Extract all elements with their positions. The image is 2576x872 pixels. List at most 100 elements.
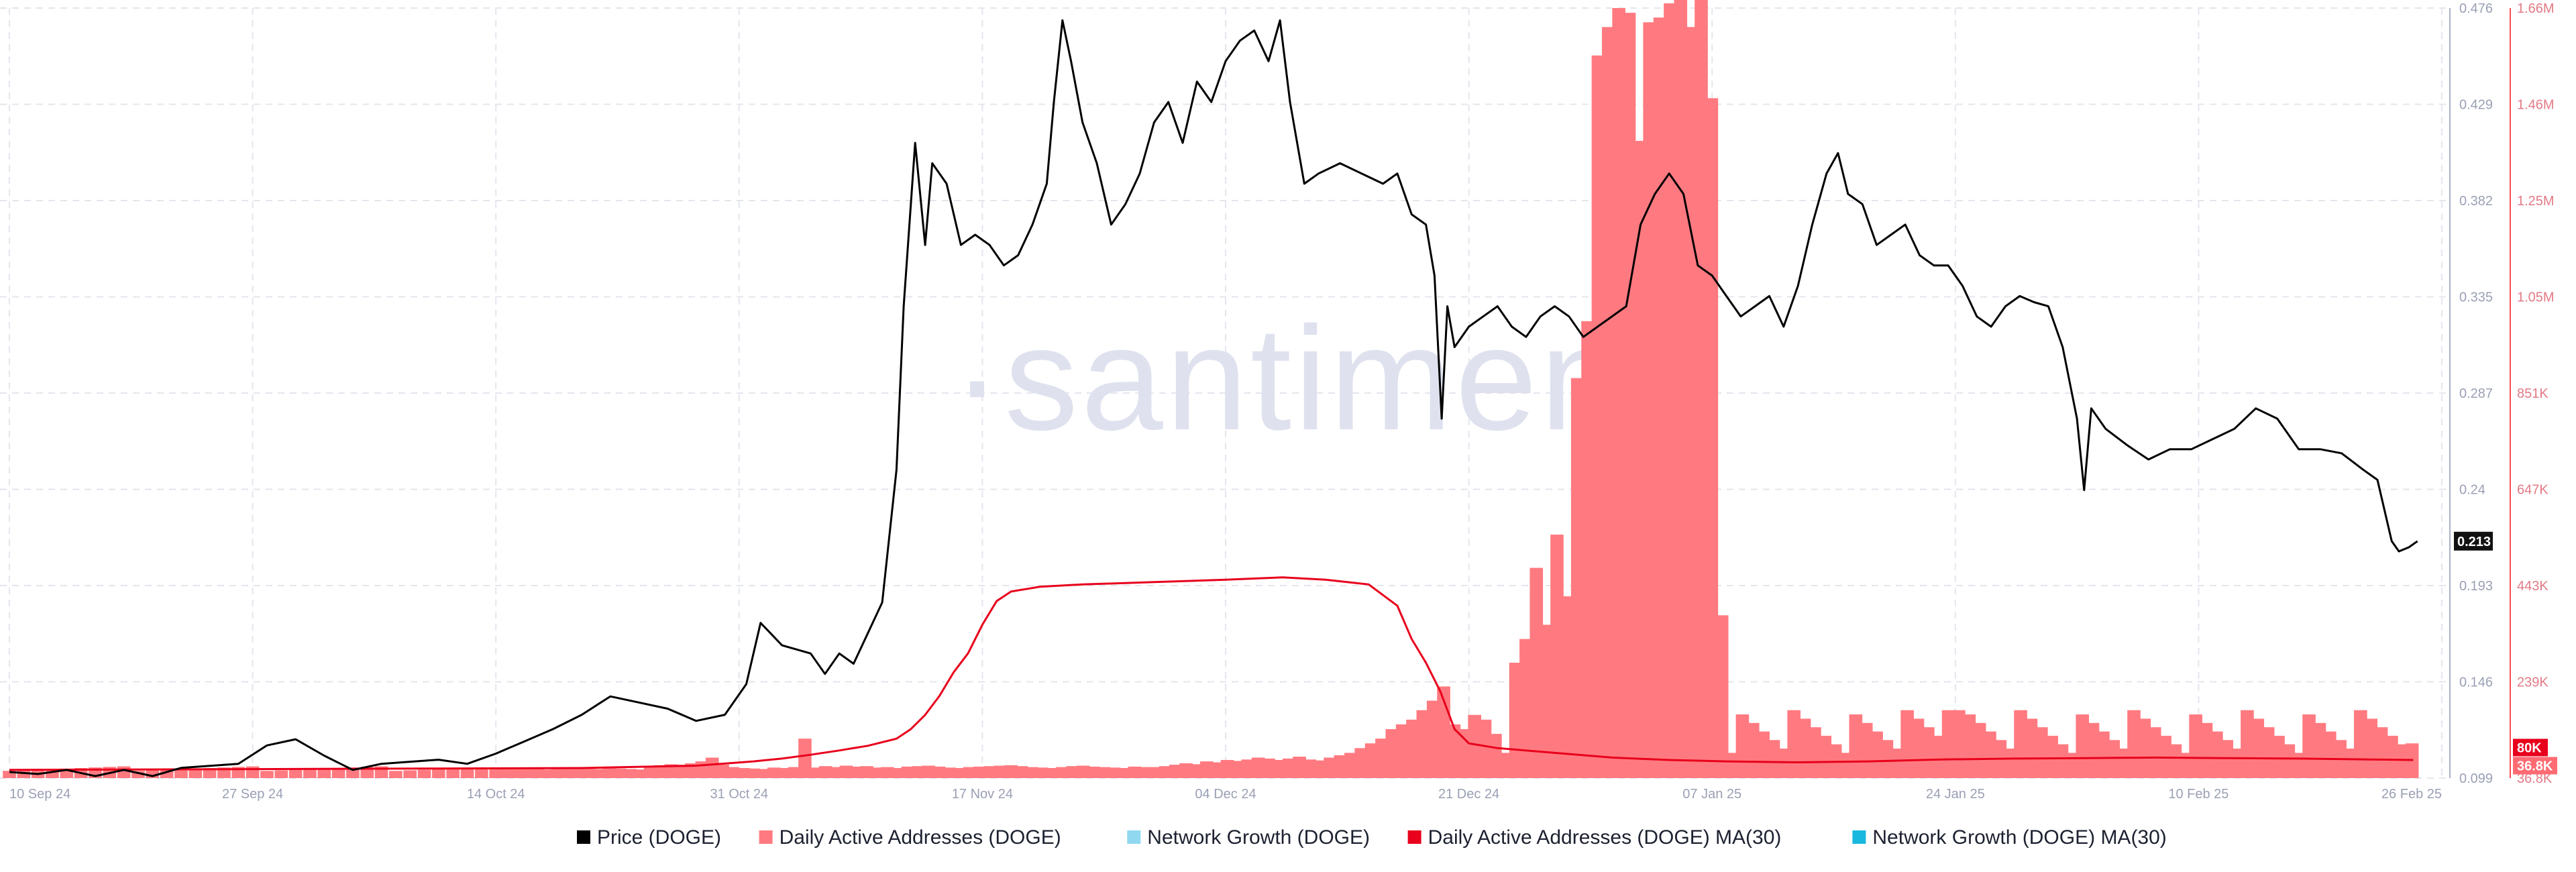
daa-bar (654, 765, 667, 778)
daa-bar (983, 766, 998, 778)
daa-bar (1056, 767, 1069, 778)
daa-bar (2364, 718, 2378, 778)
daa-tick-label: 1.25M (2517, 194, 2555, 209)
axis-badges: 0.213 80K 36.8K (2454, 531, 2557, 775)
daa-bar (1870, 731, 1883, 778)
daa-bar (1808, 727, 1821, 778)
x-tick-label: 10 Sep 24 (9, 787, 70, 802)
daa-bar (2241, 710, 2254, 778)
daa-bar (582, 768, 596, 778)
daa-bar (1087, 766, 1100, 778)
daa-tick-label: 647K (2517, 483, 2548, 498)
legend-label: Daily Active Addresses (DOGE) MA(30) (1428, 826, 1782, 849)
daa-bar (1406, 719, 1419, 778)
daa-bar (1478, 719, 1492, 778)
daa-bar (1066, 766, 1080, 778)
daa-bar (1818, 735, 1832, 778)
daa-bar (757, 769, 771, 778)
daa-bar (1540, 624, 1554, 778)
daa-bar (117, 766, 131, 778)
daa-bar (818, 766, 833, 778)
x-axis-ticks: 10 Sep 24 27 Sep 24 14 Oct 24 31 Oct 24 17 N… (9, 787, 2442, 802)
daa-bar (2055, 744, 2069, 778)
daa-bar (331, 768, 345, 778)
daa-bar (1581, 321, 1595, 778)
legend-swatch (1127, 830, 1141, 844)
daa-bar (767, 767, 781, 778)
daa-bar (788, 767, 802, 778)
price-line (9, 19, 2418, 777)
daa-bar (510, 768, 523, 778)
daa-bar (1859, 722, 1873, 778)
daa-value-label: 36.8K (2517, 759, 2553, 773)
last-price-badge (2454, 531, 2493, 551)
daa-bar (1354, 748, 1368, 778)
daa-bar (417, 769, 431, 778)
daa-bar (1159, 766, 1173, 778)
ma-value-badge (2513, 739, 2548, 757)
daa-bar (1489, 734, 1502, 778)
daa-bar (726, 767, 740, 778)
daa-bar (860, 766, 873, 778)
x-tick-label: 26 Feb 25 (2381, 787, 2442, 802)
daa-bar (2014, 710, 2027, 778)
daa-bar (1241, 759, 1255, 778)
x-tick-label: 14 Oct 24 (467, 787, 525, 802)
daa-bar (432, 769, 445, 778)
daa-bar (1179, 763, 1193, 778)
daa-bar (1931, 735, 1945, 778)
daa-bar (963, 767, 977, 778)
daa-bar (1293, 757, 1306, 778)
daa-bar (1787, 710, 1801, 778)
daa-bar (2189, 714, 2202, 778)
daa-bar (1395, 724, 1409, 778)
price-tick-label: 0.382 (2459, 194, 2493, 209)
daa-bar (1560, 596, 1574, 778)
legend-label: Daily Active Addresses (DOGE) (780, 826, 1061, 849)
daa-bar (1911, 718, 1925, 778)
daa-bar (1251, 757, 1265, 778)
daa-bar (2343, 749, 2357, 778)
daa-bar (2178, 753, 2192, 778)
daa-bar (1529, 567, 1544, 778)
daa-bar (2271, 735, 2285, 778)
daa-bar (1890, 749, 1904, 778)
daa-bar (1695, 0, 1708, 778)
daa-bar (1004, 765, 1018, 778)
daa-bar (1118, 768, 1131, 778)
daa-bar (520, 769, 534, 778)
daa-bar (2230, 749, 2244, 778)
daa-bar (561, 769, 575, 778)
daa-bar (499, 768, 513, 778)
daa-bar (131, 771, 145, 778)
daa-bar (808, 767, 822, 778)
legend-label: Network Growth (DOGE) (1147, 826, 1370, 849)
x-tick-label: 24 Jan 25 (1926, 787, 1985, 802)
daa-bar (203, 768, 217, 778)
daa-bar (1880, 740, 1894, 778)
price-series (9, 19, 2418, 777)
daa-bar (1746, 722, 1760, 778)
x-tick-label: 04 Dec 24 (1195, 787, 1256, 802)
price-axis-ticks: 0.099 0.146 0.193 0.24 0.287 0.335 0.382 0.429 0… (2459, 1, 2493, 786)
legend-swatch (1852, 830, 1866, 844)
x-tick-label: 10 Feb 25 (2168, 787, 2229, 802)
daa-bar (1385, 729, 1399, 778)
daa-tick-label: 851K (2517, 386, 2548, 401)
daa-bar (1272, 759, 1286, 778)
legend-swatch (759, 830, 773, 844)
legend-label: Price (DOGE) (597, 826, 721, 849)
daa-tick-label: 239K (2517, 675, 2548, 690)
daa-bar (1715, 615, 1729, 778)
daa-bar (2127, 710, 2141, 778)
daa-bar (705, 757, 719, 778)
price-tick-label: 0.193 (2459, 579, 2493, 594)
daa-tick-label: 1.66M (2517, 1, 2555, 16)
daa-bar (530, 768, 544, 778)
daa-bar (1282, 758, 1296, 778)
daa-bar (572, 768, 585, 778)
daa-bar (1076, 765, 1090, 778)
daa-bar (1941, 710, 1955, 778)
daa-bar (2024, 718, 2038, 778)
daa-bar (1591, 55, 1605, 779)
